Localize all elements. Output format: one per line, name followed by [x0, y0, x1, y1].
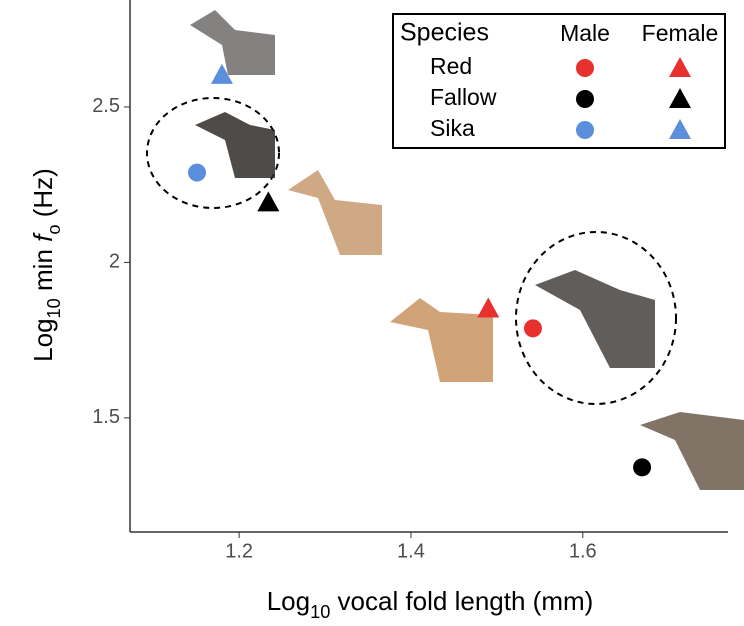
point: [257, 191, 280, 212]
deer-image: [535, 270, 655, 368]
deer-silhouettes: [190, 10, 744, 490]
axis-label-part: Log: [267, 586, 310, 616]
deer-image: [190, 10, 275, 75]
legend-marker: [576, 90, 594, 108]
axis-label-part: 10: [44, 298, 64, 318]
legend-label: Fallow: [430, 84, 497, 110]
deer-images: [146, 97, 677, 405]
x-tick-label: 1.6: [569, 540, 597, 562]
deer-image: [288, 170, 382, 255]
deer-image: [390, 298, 493, 382]
y-label: Log10 min fo (Hz): [28, 168, 64, 362]
legend-box: [392, 13, 726, 149]
deer-image: [640, 412, 744, 490]
highlight-circle: [515, 231, 677, 405]
axis-label-part: (Hz): [28, 168, 58, 224]
y-tick-label: 2.5: [92, 95, 120, 117]
axis-label-part: 10: [310, 602, 330, 622]
highlight-circle: [146, 97, 280, 209]
legend-marker: [669, 88, 691, 108]
point: [523, 319, 542, 338]
point: [188, 163, 207, 182]
legend-header: Female: [642, 20, 719, 46]
legend-marker: [576, 59, 594, 77]
point: [210, 63, 233, 84]
axis-label-part: f: [28, 232, 58, 242]
y-tick-label: 2: [109, 251, 120, 273]
x-label: Log10 vocal fold length (mm): [267, 586, 594, 622]
legend-label: Sika: [430, 115, 475, 141]
axis-label-part: Log: [28, 318, 58, 361]
y-tick-label: 1.5: [92, 406, 120, 428]
deer-image: [195, 112, 275, 178]
legend-marker: [576, 121, 594, 139]
x-tick-label: 1.2: [225, 540, 253, 562]
axis-label-part: o: [44, 225, 64, 235]
legend-marker: [669, 119, 691, 139]
axis-label-part: min: [28, 242, 58, 298]
legend-marker: [669, 57, 691, 77]
legend-header: Male: [560, 20, 610, 46]
legend-title: Species: [400, 19, 489, 47]
legend-label: Red: [430, 53, 472, 79]
point: [477, 297, 500, 318]
axis-label-part: vocal fold length (mm): [330, 586, 593, 616]
x-tick-label: 1.4: [397, 540, 425, 562]
point: [633, 458, 652, 477]
